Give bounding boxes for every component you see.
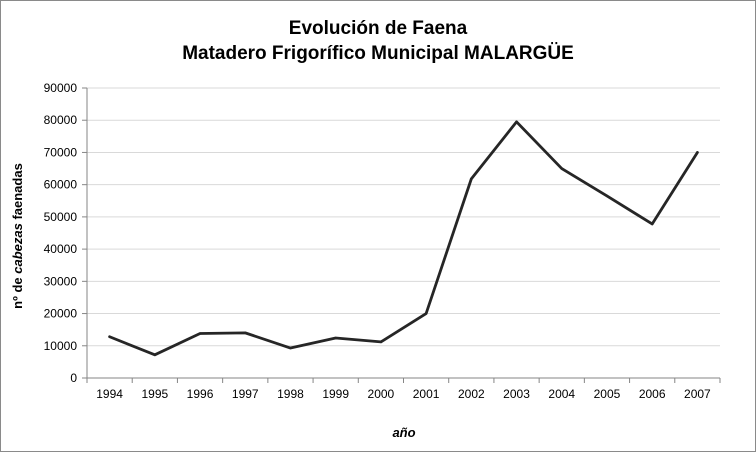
x-tick-label: 1994 [96,387,123,401]
data-point [153,353,157,356]
series-line [108,120,699,357]
x-axis-title: año [392,425,415,440]
data-point [515,120,518,124]
gridlines [87,87,720,347]
x-tick-label: 1998 [277,387,304,401]
data-point [334,336,337,340]
y-axis-title-part-1: nº de [10,274,25,309]
x-tick-label: 1996 [187,387,214,401]
y-tick-labels: 0 10000 20000 30000 40000 50000 60000 70000 8000… [44,81,78,385]
y-tick-label: 10000 [44,339,78,353]
y-tick-label: 30000 [44,274,78,288]
data-point [289,346,292,350]
y-tick-label: 90000 [44,81,78,95]
x-tick-label: 2000 [368,387,395,401]
data-point [560,167,563,170]
x-tick-label: 1997 [232,387,259,401]
series-layer [108,120,699,357]
data-point [108,335,111,338]
chart-title-line-2: Matadero Frigorífico Municipal MALARGÜE [182,43,574,64]
x-tick-label: 1995 [141,387,168,401]
x-tick-label: 2002 [458,387,485,401]
x-tick-label: 2006 [639,387,666,401]
data-point [470,177,473,181]
data-point [198,332,202,335]
axes [82,87,721,383]
x-tick-label: 2005 [594,387,621,401]
y-axis-title-part-3: faenadas [10,163,25,223]
data-point [424,312,428,315]
y-axis-title: nº de cabezas faenadas [10,163,25,309]
y-axis-title-part-2: cabezas [10,223,25,274]
x-tick-label: 2004 [548,387,575,401]
x-tick-label: 2003 [503,387,530,401]
data-point [379,340,383,344]
chart-title-line-1: Evolución de Faena [288,18,468,39]
y-tick-label: 50000 [44,210,78,224]
y-tick-label: 70000 [44,145,78,159]
data-point [244,331,247,335]
data-point [605,194,609,198]
y-tick-label: 80000 [44,113,78,127]
x-tick-label: 2007 [684,387,711,401]
x-tick-label: 2001 [413,387,440,401]
x-tick-label: 1999 [322,387,349,401]
y-tick-label: 20000 [44,307,78,321]
y-tick-label: 60000 [44,178,78,192]
data-point [696,151,699,154]
data-point [650,222,654,226]
y-tick-label: 0 [70,371,77,385]
x-tick-labels: 1994 1995 1996 1997 1998 1999 2000 2001 2002 2003… [96,387,711,401]
y-tick-label: 40000 [44,242,78,256]
